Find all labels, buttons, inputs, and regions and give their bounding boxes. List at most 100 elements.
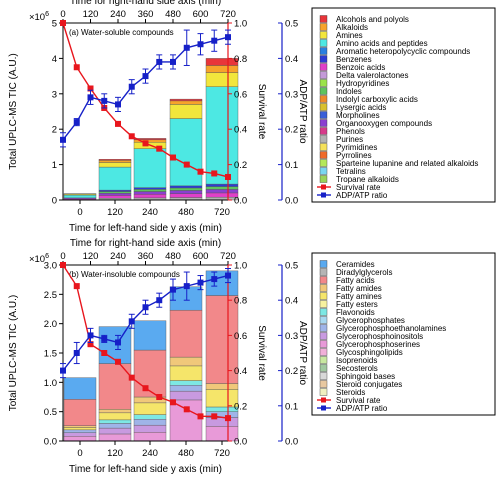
adp-tick-label: 0.0 — [285, 196, 298, 207]
adp-point — [142, 73, 149, 80]
legend-label: Aromatic heteropolycyclic compounds — [336, 47, 470, 56]
bottom-tick-label: 0 — [77, 448, 82, 459]
top-axis-label: Time for right-hand side axis (min) — [70, 0, 221, 7]
top-tick-label: 0 — [60, 251, 65, 262]
legend-label: Tetralins — [336, 167, 366, 176]
left-tick-label: 1.5 — [44, 349, 57, 360]
legend-swatch — [319, 380, 328, 388]
legend-label: Purines — [336, 135, 363, 144]
adp-point — [156, 297, 163, 304]
legend-label: Survival rate — [336, 183, 381, 192]
adp-tick-label: 0.1 — [285, 401, 298, 412]
left-tick-label: 0.5 — [44, 407, 57, 418]
stacked-bars — [63, 270, 239, 442]
survival-tick-label: 1.0 — [234, 19, 247, 30]
bar-segment — [169, 193, 203, 198]
survival-axis-label: Survival rate — [256, 84, 267, 140]
legend-label: Indolyl carboxylic acids — [336, 95, 418, 104]
legend-label: Sparteine lupanine and related alkaloids — [336, 159, 478, 168]
bar-segment — [133, 189, 167, 192]
legend-swatch — [319, 135, 328, 143]
bar-segment — [63, 399, 97, 426]
bar-segment — [63, 436, 97, 442]
bar-segment — [133, 148, 167, 188]
bottom-tick-label: 720 — [214, 207, 230, 218]
legend-swatch — [319, 55, 328, 63]
adp-point — [183, 44, 190, 51]
bar-segment — [98, 195, 132, 199]
legend-label: Amino acids and peptides — [336, 39, 428, 48]
bottom-axis-label: Time for left-hand side y axis (min) — [69, 223, 222, 234]
left-axis-label: Total UPLC-MS TIC (A.U.) — [8, 53, 19, 170]
bar-segment — [205, 383, 239, 390]
bar-segment — [133, 194, 167, 199]
legend-swatch — [319, 23, 328, 31]
survival-point — [128, 133, 135, 140]
adp-point — [197, 41, 204, 48]
bar-segment — [169, 100, 203, 105]
bar-segment — [133, 191, 167, 195]
left-tick-label: 2.5 — [44, 290, 57, 301]
left-tick-label: 0.0 — [44, 437, 57, 448]
legend-label: Pyrrolines — [336, 151, 372, 160]
survival-point — [183, 406, 190, 413]
bar-segment — [169, 309, 203, 358]
adp-point — [60, 367, 66, 374]
bar-segment — [133, 432, 167, 442]
legend-label: Lysergic acids — [336, 103, 386, 112]
bar-segment — [98, 423, 132, 429]
bar-segment — [98, 189, 132, 192]
bar-segment — [205, 189, 239, 194]
survival-point — [115, 120, 121, 127]
series-adp — [60, 268, 231, 379]
survival-tick-label: 1.0 — [234, 261, 247, 272]
survival-tick-label: 0.2 — [234, 160, 247, 171]
legend-swatch — [319, 324, 328, 332]
legend-frame — [311, 252, 496, 416]
legend-swatch — [319, 260, 328, 268]
legend-swatch — [319, 159, 328, 167]
survival-point — [183, 161, 190, 168]
adp-point — [225, 34, 231, 41]
bar-segment — [63, 427, 97, 431]
legend-swatch — [319, 103, 328, 111]
survival-point — [73, 64, 80, 71]
bar-segment — [133, 414, 167, 420]
bottom-axis-label: Time for left-hand side y axis (min) — [69, 464, 222, 475]
adp-tick-label: 0.3 — [285, 331, 298, 342]
bar-segment — [133, 187, 167, 190]
bar-segment — [169, 356, 203, 367]
series-survival — [60, 20, 231, 180]
survival-point — [115, 358, 121, 365]
left-tick-label: 3.0 — [44, 261, 57, 272]
y-exponent: ×106 — [29, 11, 49, 23]
top-tick-label: 600 — [193, 251, 209, 262]
bar-segment — [205, 186, 239, 190]
adp-point — [211, 37, 218, 44]
bar-segment — [169, 104, 203, 119]
bar-segment — [63, 432, 97, 437]
left-tick-label: 3 — [52, 89, 57, 100]
bar-segment — [133, 419, 167, 426]
survival-tick-label: 0.8 — [234, 296, 247, 307]
adp-tick-label: 0.1 — [285, 160, 298, 171]
bar-segment — [133, 349, 167, 398]
legend-swatch — [319, 308, 328, 316]
legend: Alcohols and polyolsAlkaloidsAminesAmino… — [311, 7, 496, 203]
legend-label: Glycerophosphoserines — [336, 340, 420, 349]
legend-label: Fatty amines — [336, 292, 382, 301]
legend-swatch — [319, 151, 328, 159]
legend-label: Fatty amides — [336, 284, 382, 293]
panel-label: (a) Water-soluble compounds — [69, 28, 174, 37]
survival-tick-label: 0.6 — [234, 89, 247, 100]
bar-segment — [205, 65, 239, 73]
panel-b: 0.0 0.5 1.0 1.5 2.0 2.5 3.0×106 0 120 240 480 720 0 1… — [8, 238, 496, 475]
bar-segment — [98, 159, 132, 161]
legend-swatch — [319, 364, 328, 372]
top-axis-label: Time for right-hand side axis (min) — [70, 238, 221, 249]
bar-segment — [205, 183, 239, 187]
axes: 0.0 0.5 1.0 1.5 2.0 2.5 3.0×106 0 120 240 480 720 0 1… — [8, 238, 308, 475]
adp-point — [170, 58, 176, 65]
y-exponent-power: 6 — [45, 11, 49, 18]
bar-segment — [169, 118, 203, 187]
